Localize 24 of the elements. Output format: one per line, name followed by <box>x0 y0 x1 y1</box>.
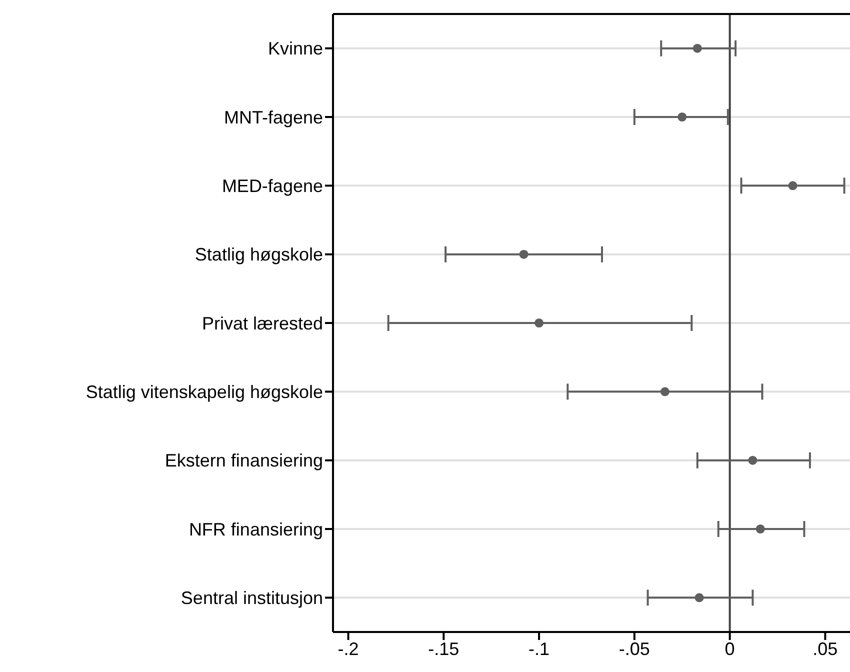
x-tick-label: -.15 <box>428 638 460 659</box>
y-tick-label: NFR finansiering <box>188 519 323 540</box>
y-tick-label: Ekstern finansiering <box>164 450 323 471</box>
y-tick-label: Privat lærested <box>202 313 323 334</box>
y-tick-label: MED-fagene <box>222 176 323 196</box>
point <box>748 456 758 465</box>
y-tick-label: Kvinne <box>268 38 323 59</box>
point <box>660 387 670 396</box>
y-tick-label: MNT-fagene <box>224 107 323 128</box>
point <box>756 524 765 534</box>
y-tick-label: Statlig høgskole <box>194 244 323 265</box>
x-tick-label: -.2 <box>338 638 359 659</box>
y-tick-label: Statlig vitenskapelig høgskole <box>86 382 323 402</box>
point <box>678 112 687 122</box>
point <box>534 318 544 328</box>
point <box>788 181 798 190</box>
x-tick-label: -.1 <box>528 638 550 659</box>
point <box>694 593 704 602</box>
x-tick-label: -.05 <box>618 638 650 659</box>
x-tick-label: .05 <box>812 638 838 659</box>
y-tick-label: Sentral institusjon <box>180 588 323 608</box>
point <box>519 250 528 259</box>
x-tick-label: 0 <box>724 638 735 659</box>
point <box>692 44 702 53</box>
